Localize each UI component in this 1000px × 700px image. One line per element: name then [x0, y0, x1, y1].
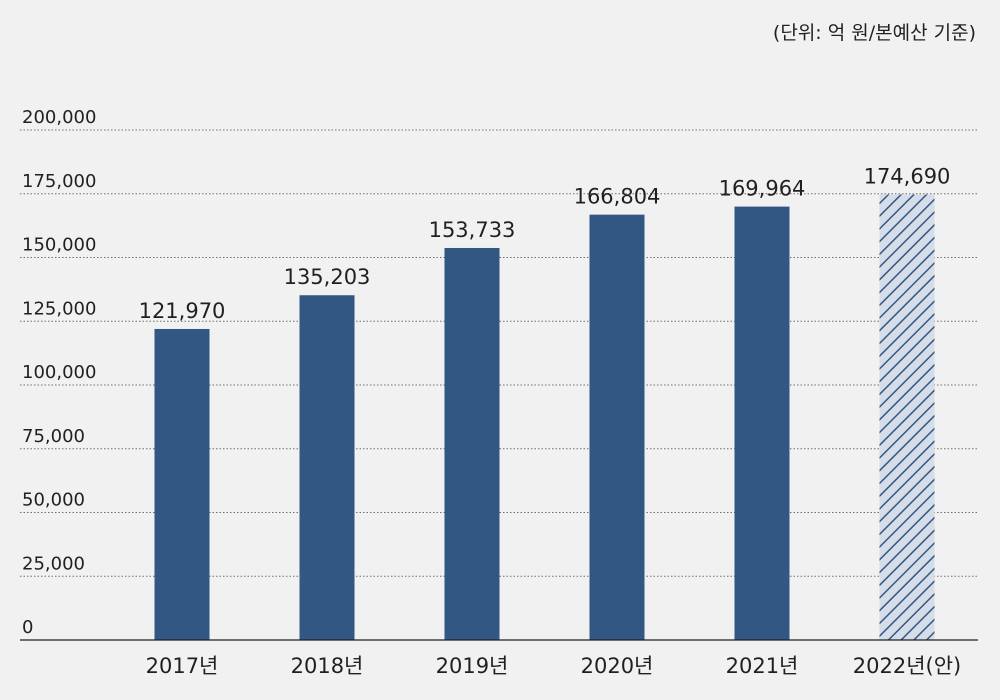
data-label: 174,690 — [864, 165, 951, 189]
data-label: 166,804 — [574, 185, 661, 209]
x-tick-label: 2021년 — [726, 654, 799, 678]
bar — [589, 214, 645, 641]
y-axis-ticks: 0 25,000 50,000 75,000 100,000 125,000 150,000… — [22, 107, 96, 638]
data-label: 121,970 — [139, 299, 226, 323]
data-labels: 121,970 135,203 153,733 166,804 169,964 174,6… — [139, 165, 951, 323]
x-tick-label: 2019년 — [436, 654, 509, 678]
bar-projected — [879, 194, 935, 640]
bar — [299, 295, 355, 640]
data-label: 153,733 — [429, 218, 516, 242]
y-tick-label: 100,000 — [22, 362, 96, 383]
unit-note: (단위: 억 원/본예산 기준) — [772, 22, 976, 44]
data-label: 135,203 — [284, 265, 371, 289]
y-tick-label: 0 — [22, 617, 33, 638]
y-tick-label: 200,000 — [22, 107, 96, 128]
bar — [734, 206, 790, 640]
x-tick-label: 2017년 — [146, 654, 219, 678]
bar — [444, 247, 500, 641]
y-tick-label: 150,000 — [22, 235, 96, 256]
x-tick-label: 2022년(안) — [853, 654, 961, 678]
y-tick-label: 125,000 — [22, 298, 96, 319]
gridlines — [20, 129, 978, 577]
x-tick-label: 2020년 — [581, 654, 654, 678]
x-tick-label: 2018년 — [291, 654, 364, 678]
bar — [154, 328, 210, 640]
y-tick-label: 50,000 — [22, 490, 85, 511]
bars — [154, 194, 935, 641]
x-axis-ticks: 2017년 2018년 2019년 2020년 2021년 2022년(안) — [146, 654, 962, 678]
y-tick-label: 75,000 — [22, 426, 85, 447]
y-tick-label: 25,000 — [22, 553, 85, 574]
data-label: 169,964 — [719, 177, 806, 201]
y-tick-label: 175,000 — [22, 171, 96, 192]
